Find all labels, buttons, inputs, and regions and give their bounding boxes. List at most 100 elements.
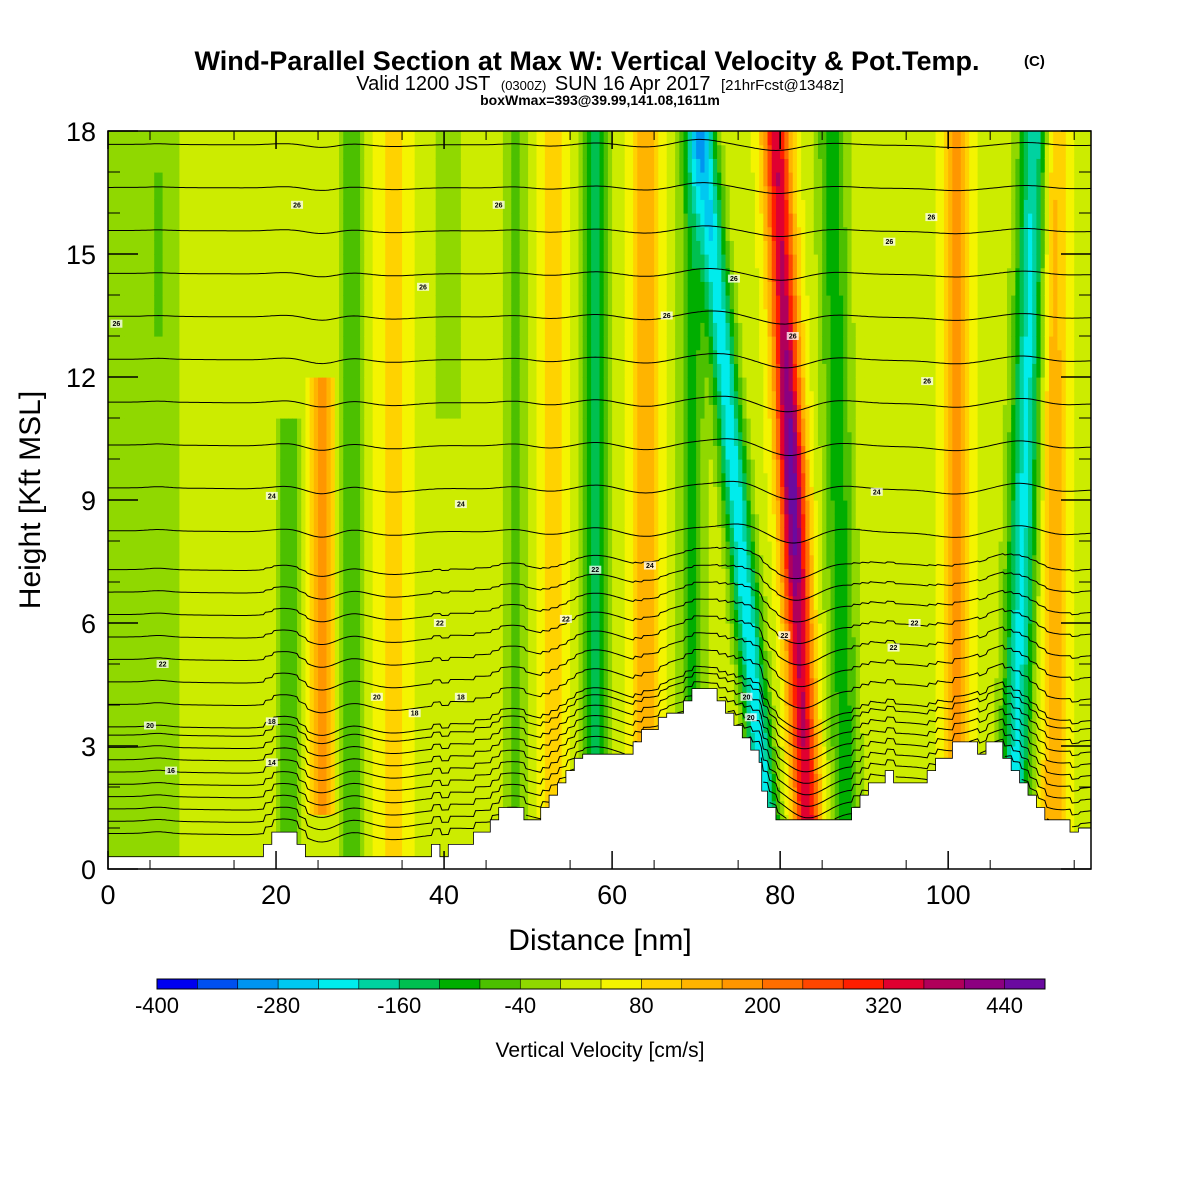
velocity-cell [406, 254, 412, 269]
velocity-cell [410, 582, 416, 597]
velocity-cell [221, 267, 227, 282]
velocity-cell [322, 418, 328, 433]
velocity-cell [145, 527, 151, 542]
velocity-cell [448, 144, 454, 159]
velocity-cell [276, 226, 281, 241]
velocity-cell [124, 172, 130, 187]
velocity-cell [280, 746, 286, 761]
velocity-cell [221, 349, 227, 364]
velocity-cell [481, 349, 487, 364]
velocity-cell [368, 131, 374, 146]
velocity-cell [288, 390, 294, 405]
velocity-cell [234, 609, 239, 624]
velocity-cell [376, 773, 382, 788]
velocity-cell [259, 541, 265, 556]
velocity-cell [414, 677, 420, 692]
velocity-cell [284, 240, 290, 255]
velocity-cell [229, 404, 235, 419]
velocity-cell [381, 677, 386, 692]
velocity-cell [145, 609, 151, 624]
velocity-cell [343, 281, 349, 296]
velocity-cell [288, 595, 294, 610]
velocity-cell [322, 240, 328, 255]
velocity-cell [158, 759, 164, 774]
velocity-cell [473, 759, 479, 774]
velocity-cell [456, 677, 462, 692]
velocity-cell [141, 582, 147, 597]
velocity-cell [150, 609, 155, 624]
velocity-cell [309, 787, 315, 802]
velocity-cell [271, 459, 277, 474]
velocity-cell [246, 322, 252, 337]
velocity-cell [322, 254, 328, 269]
velocity-cell [183, 636, 189, 651]
velocity-cell [229, 199, 235, 214]
velocity-cell [238, 390, 244, 405]
velocity-cell [208, 185, 214, 200]
velocity-cell [376, 705, 382, 720]
velocity-cell [439, 267, 445, 282]
velocity-cell [368, 363, 374, 378]
velocity-cell [368, 281, 374, 296]
velocity-cell [355, 609, 361, 624]
velocity-cell [204, 431, 210, 446]
velocity-cell [183, 527, 189, 542]
velocity-cell [200, 445, 206, 460]
velocity-cell [347, 623, 353, 638]
velocity-cell [150, 677, 155, 692]
velocity-cell [456, 308, 462, 323]
velocity-cell [456, 527, 462, 542]
velocity-cell [418, 718, 424, 733]
velocity-cell [439, 527, 445, 542]
velocity-cell [427, 691, 433, 706]
velocity-cell [259, 746, 265, 761]
velocity-cell [414, 226, 420, 241]
velocity-cell [271, 705, 277, 720]
velocity-cell [376, 349, 382, 364]
velocity-cell [418, 213, 424, 228]
velocity-cell [162, 445, 168, 460]
velocity-cell [339, 773, 344, 788]
velocity-cell [150, 158, 155, 173]
velocity-cell [116, 390, 122, 405]
velocity-cell [347, 650, 353, 665]
velocity-cell [171, 336, 176, 351]
velocity-cell [301, 691, 307, 706]
velocity-cell [267, 582, 273, 597]
velocity-cell [418, 254, 424, 269]
velocity-cell [292, 322, 298, 337]
velocity-cell [204, 199, 210, 214]
velocity-cell [276, 773, 281, 788]
velocity-cell [385, 390, 391, 405]
velocity-cell [376, 568, 382, 583]
velocity-cell [305, 377, 311, 392]
velocity-cell [183, 554, 189, 569]
velocity-cell [250, 541, 256, 556]
velocity-cell [477, 336, 483, 351]
velocity-cell [376, 418, 382, 433]
velocity-cell [448, 787, 454, 802]
velocity-cell [368, 541, 374, 556]
velocity-cell [229, 718, 235, 733]
velocity-cell [217, 281, 223, 296]
velocity-cell [276, 636, 281, 651]
velocity-cell [385, 254, 391, 269]
velocity-cell [418, 240, 424, 255]
velocity-cell [255, 172, 260, 187]
velocity-cell [204, 486, 210, 501]
velocity-cell [242, 459, 248, 474]
velocity-cell [162, 349, 168, 364]
velocity-cell [259, 226, 265, 241]
velocity-cell [246, 513, 252, 528]
velocity-cell [133, 199, 139, 214]
velocity-cell [364, 541, 370, 556]
velocity-cell [217, 144, 223, 159]
velocity-cell [150, 787, 155, 802]
velocity-cell [368, 240, 374, 255]
velocity-cell [355, 267, 361, 282]
velocity-cell [318, 213, 323, 228]
velocity-cell [192, 254, 197, 269]
velocity-cell [410, 363, 416, 378]
velocity-cell [276, 472, 281, 487]
velocity-cell [473, 172, 479, 187]
